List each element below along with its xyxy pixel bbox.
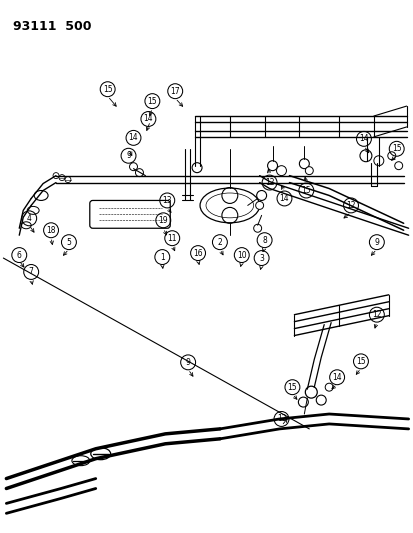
Circle shape [325, 383, 332, 391]
Ellipse shape [34, 190, 48, 200]
Circle shape [373, 156, 383, 166]
Text: 2: 2 [217, 238, 222, 247]
Text: 1: 1 [159, 253, 164, 262]
Circle shape [135, 168, 143, 176]
Circle shape [305, 167, 313, 175]
Circle shape [394, 161, 402, 169]
Circle shape [359, 150, 371, 161]
Circle shape [192, 163, 202, 173]
Circle shape [59, 175, 65, 181]
Text: 15: 15 [102, 85, 112, 94]
Text: 18: 18 [46, 226, 56, 235]
Circle shape [253, 224, 261, 232]
Text: 4: 4 [27, 214, 31, 223]
Circle shape [387, 152, 395, 160]
Circle shape [53, 173, 59, 179]
Circle shape [276, 166, 286, 175]
Text: 14: 14 [128, 133, 138, 142]
Circle shape [65, 176, 71, 183]
Text: 17: 17 [170, 87, 180, 96]
Text: 93111  500: 93111 500 [13, 20, 92, 33]
Text: 15: 15 [391, 144, 401, 154]
Text: 14: 14 [143, 115, 153, 124]
Text: 15: 15 [287, 383, 297, 392]
Text: 12: 12 [276, 415, 285, 424]
Circle shape [129, 163, 137, 171]
Ellipse shape [27, 206, 39, 214]
Text: 11: 11 [167, 233, 176, 243]
Text: 12: 12 [371, 310, 381, 319]
Text: 15: 15 [301, 186, 311, 195]
Text: 6: 6 [17, 251, 21, 260]
Text: 14: 14 [358, 134, 368, 143]
Text: 19: 19 [158, 216, 168, 225]
Ellipse shape [21, 222, 31, 229]
Text: 15: 15 [147, 96, 157, 106]
Text: 13: 13 [162, 196, 172, 205]
Circle shape [256, 190, 266, 200]
Text: 5: 5 [66, 238, 71, 247]
Circle shape [305, 386, 316, 398]
Text: 16: 16 [193, 248, 202, 257]
Circle shape [255, 201, 263, 209]
Circle shape [267, 161, 277, 171]
Text: 14: 14 [332, 373, 341, 382]
Text: 8: 8 [261, 236, 266, 245]
Text: 7: 7 [28, 268, 33, 277]
Text: 9: 9 [126, 151, 131, 160]
Text: 3: 3 [259, 254, 263, 263]
Text: 14: 14 [279, 194, 289, 203]
Circle shape [299, 159, 309, 168]
Circle shape [298, 397, 308, 407]
Text: 9: 9 [185, 358, 190, 367]
Text: 12: 12 [345, 201, 355, 210]
Text: 12: 12 [264, 178, 274, 187]
Circle shape [316, 395, 325, 405]
Text: 10: 10 [236, 251, 246, 260]
Text: 15: 15 [355, 357, 365, 366]
Text: 9: 9 [373, 238, 378, 247]
